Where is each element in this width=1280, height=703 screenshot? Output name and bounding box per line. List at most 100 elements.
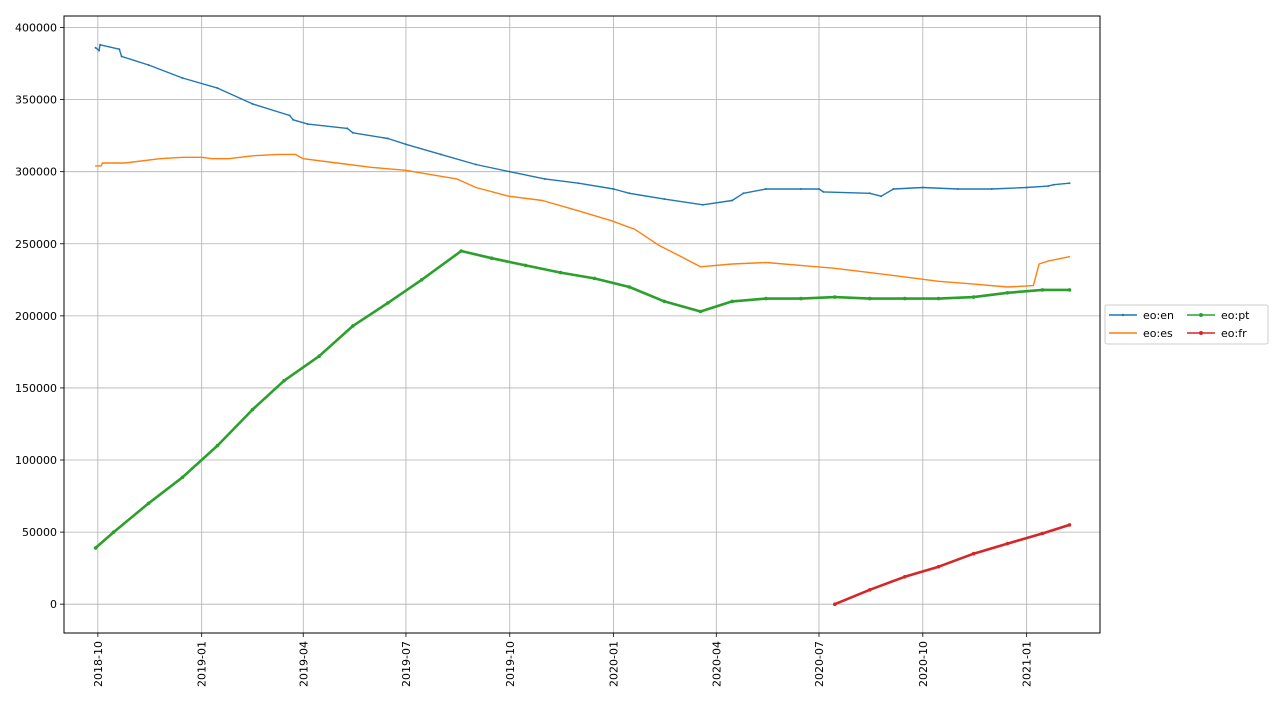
data-point-eo-fr [833, 602, 837, 606]
legend-marker-eo-fr [1199, 331, 1203, 335]
legend-item-eo-es: eo:es [1109, 327, 1173, 340]
data-point-eo-en [98, 49, 100, 52]
data-point-eo-pt [799, 296, 803, 301]
y-tick-label: 200000 [15, 310, 57, 323]
data-point-eo-en [439, 153, 442, 156]
data-point-eo-fr [1067, 523, 1072, 527]
data-point-eo-en [868, 192, 871, 195]
data-point-eo-pt [180, 475, 185, 480]
data-point-eo-pt [215, 443, 220, 448]
data-point-eo-en [612, 188, 615, 190]
data-point-eo-pt [558, 270, 563, 275]
series-eo-fr [833, 523, 1072, 606]
data-point-eo-pt [662, 299, 667, 304]
data-point-eo-en [765, 188, 767, 190]
y-tick-label: 250000 [15, 238, 57, 251]
series-eo-en [94, 43, 1071, 206]
legend-label-eo-pt: eo:pt [1221, 309, 1250, 322]
x-tick-label: 2018-10 [92, 641, 105, 687]
data-point-eo-pt [351, 324, 355, 328]
plot-frame [63, 15, 1101, 634]
data-point-eo-en [628, 192, 631, 195]
data-point-eo-pt [971, 295, 976, 299]
data-point-eo-en [404, 143, 407, 146]
data-point-eo-pt [146, 501, 151, 506]
legend-marker-eo-pt [1199, 313, 1203, 317]
legend-frame [1104, 304, 1269, 345]
data-point-eo-pt [489, 256, 494, 261]
data-point-eo-en [543, 177, 546, 180]
series-eo-pt [93, 249, 1072, 550]
data-point-eo-en [346, 127, 349, 130]
data-point-eo-pt [730, 299, 734, 304]
x-tick-label: 2019-04 [297, 641, 310, 687]
data-point-eo-pt [282, 378, 286, 383]
data-point-eo-fr [971, 551, 976, 556]
data-point-eo-en [99, 43, 102, 46]
y-axis: 0 50000 100000 150000 200000 250000 300000 3500… [15, 22, 64, 611]
data-point-eo-en [892, 188, 895, 190]
data-point-eo-en [822, 190, 825, 193]
data-point-eo-pt [764, 296, 768, 301]
data-point-eo-en [147, 64, 150, 66]
y-tick-label: 350000 [15, 94, 57, 107]
data-point-eo-en [351, 131, 354, 134]
data-point-eo-pt [868, 296, 872, 301]
data-point-eo-en [1047, 185, 1050, 188]
data-point-eo-en [1025, 186, 1028, 189]
data-point-eo-fr [1040, 531, 1045, 536]
data-point-eo-en [799, 188, 802, 190]
x-tick-label: 2020-07 [813, 641, 826, 687]
y-tick-label: 0 [50, 598, 57, 611]
series-line-eo-es [94, 153, 1071, 288]
data-point-eo-en [216, 87, 219, 90]
y-tick-label: 150000 [15, 382, 57, 395]
data-point-eo-en [120, 55, 123, 58]
x-tick-label: 2020-04 [710, 641, 723, 687]
data-point-eo-fr [936, 564, 941, 569]
data-point-eo-en [921, 186, 924, 189]
data-point-eo-en [880, 195, 883, 198]
data-point-eo-pt [111, 530, 116, 534]
data-point-eo-en [288, 114, 291, 117]
x-axis: 2018-10 2019-01 2019-04 2019-07 2019-10 2020-… [92, 633, 1034, 687]
data-point-eo-en [663, 198, 666, 201]
data-point-eo-pt [93, 546, 98, 550]
x-tick-label: 2019-10 [504, 641, 517, 687]
series-line-eo-en [94, 44, 1071, 206]
x-tick-label: 2019-07 [400, 641, 413, 687]
data-point-eo-en [118, 48, 121, 51]
data-point-eo-fr [868, 588, 872, 592]
data-point-eo-en [956, 188, 959, 190]
y-tick-label: 100000 [15, 454, 57, 467]
data-point-eo-en [701, 203, 704, 206]
y-tick-label: 50000 [22, 526, 57, 539]
data-point-eo-en [1068, 182, 1071, 185]
legend-item-eo-fr: eo:fr [1187, 327, 1247, 340]
x-tick-label: 2021-01 [1021, 641, 1034, 687]
legend-label-eo-en: eo:en [1143, 309, 1174, 322]
data-point-eo-en [181, 77, 184, 79]
data-point-eo-pt [1040, 288, 1045, 292]
grid-layer [64, 16, 1100, 633]
legend-label-eo-fr: eo:fr [1221, 327, 1247, 340]
y-tick-label: 400000 [15, 22, 57, 35]
legend-item-eo-pt: eo:pt [1187, 309, 1250, 322]
x-tick-label: 2020-10 [917, 641, 930, 687]
data-point-eo-fr [1005, 541, 1010, 546]
series-line-eo-pt [94, 249, 1071, 550]
data-point-eo-en [292, 118, 295, 121]
data-point-eo-en [306, 123, 309, 126]
data-point-eo-pt [698, 309, 703, 314]
data-point-eo-en [94, 46, 97, 49]
data-point-eo-pt [386, 301, 390, 305]
legend-item-eo-en: eo:en [1109, 309, 1174, 322]
legend: eo:en eo:es eo:pt eo:fr [1104, 304, 1269, 345]
legend-label-eo-es: eo:es [1143, 327, 1173, 340]
data-point-eo-pt [833, 295, 837, 299]
x-tick-label: 2019-01 [196, 641, 209, 687]
data-point-eo-pt [419, 278, 424, 282]
series-layer [93, 43, 1072, 606]
